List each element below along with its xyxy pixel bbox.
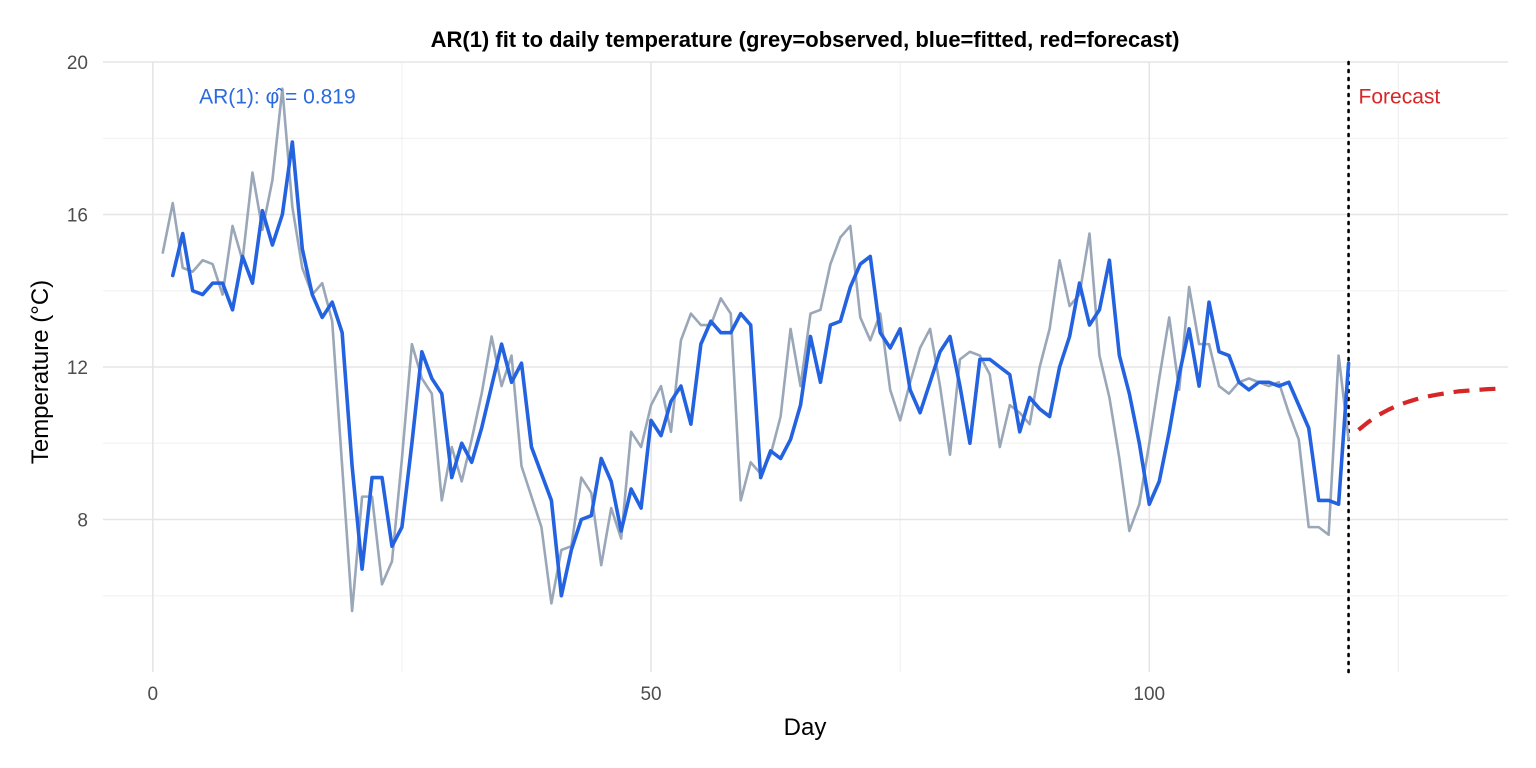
y-tick-labels: 8 12 16 20 (67, 53, 88, 532)
ar-coefficient-annotation: AR(1): φ̂ = 0.819 (199, 85, 356, 108)
minor-gridlines (103, 62, 1508, 672)
forecast-line (1357, 386, 1499, 432)
chart-title: AR(1) fit to daily temperature (grey=obs… (431, 27, 1180, 52)
fitted-line (170, 140, 1351, 598)
y-tick-label: 8 (77, 511, 88, 532)
x-axis-title: Day (784, 714, 827, 741)
series-lines (161, 87, 1499, 613)
x-tick-label: 100 (1133, 684, 1165, 705)
y-tick-label: 12 (67, 358, 88, 379)
forecast-annotation: Forecast (1359, 85, 1441, 108)
x-tick-labels: 0 50 100 (148, 684, 1166, 705)
y-axis-title: Temperature (°C) (27, 280, 54, 464)
x-tick-label: 0 (148, 684, 159, 705)
observed-line (161, 87, 1350, 613)
x-tick-label: 50 (640, 684, 661, 705)
y-tick-label: 16 (67, 206, 88, 227)
major-gridlines (103, 61, 1508, 672)
y-tick-label: 20 (67, 53, 88, 74)
